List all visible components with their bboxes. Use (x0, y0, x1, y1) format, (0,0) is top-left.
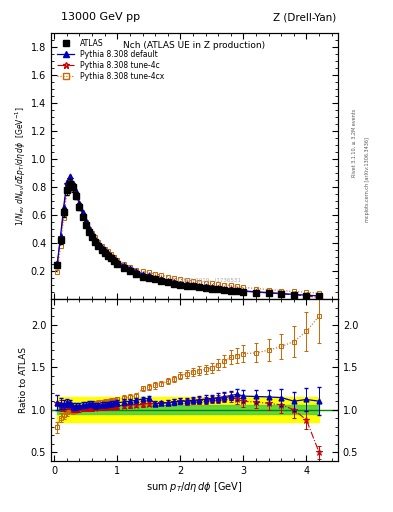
X-axis label: sum $p_T/d\eta\,d\phi$ [GeV]: sum $p_T/d\eta\,d\phi$ [GeV] (146, 480, 243, 494)
Y-axis label: $1/N_{ev}$ $dN_{ev}/d\Sigma p_T/d\eta\,d\phi$  [GeV$^{-1}$]: $1/N_{ev}$ $dN_{ev}/d\Sigma p_T/d\eta\,d… (14, 106, 28, 226)
Text: Z (Drell-Yan): Z (Drell-Yan) (273, 12, 336, 22)
Text: ATLAS-CONF-2019-  I1736531: ATLAS-CONF-2019- I1736531 (159, 278, 241, 283)
Text: 13000 GeV pp: 13000 GeV pp (61, 12, 140, 22)
Text: mcplots.cern.ch [arXiv:1306.3436]: mcplots.cern.ch [arXiv:1306.3436] (365, 137, 371, 222)
Text: Nch (ATLAS UE in Z production): Nch (ATLAS UE in Z production) (123, 41, 266, 50)
Y-axis label: Ratio to ATLAS: Ratio to ATLAS (19, 347, 28, 413)
Text: Rivet 3.1.10, ≥ 3.2M events: Rivet 3.1.10, ≥ 3.2M events (352, 109, 357, 178)
Legend: ATLAS, Pythia 8.308 default, Pythia 8.308 tune-4c, Pythia 8.308 tune-4cx: ATLAS, Pythia 8.308 default, Pythia 8.30… (55, 37, 167, 83)
